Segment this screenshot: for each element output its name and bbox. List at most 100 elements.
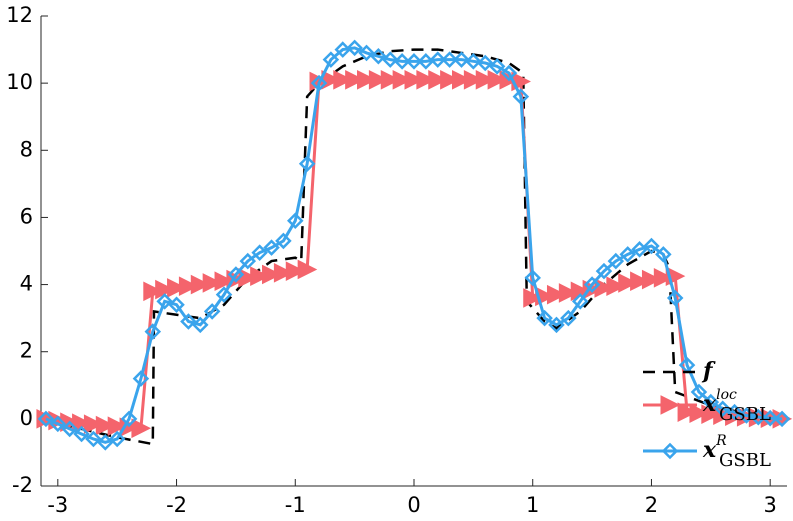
marker	[677, 402, 698, 422]
marker	[167, 278, 187, 298]
marker	[120, 410, 138, 428]
x-tick-label: -1	[285, 493, 306, 517]
marker	[180, 313, 197, 330]
marker	[606, 276, 626, 297]
legend-name: f	[701, 358, 716, 384]
marker	[619, 246, 636, 263]
marker	[690, 383, 708, 401]
marker	[251, 244, 268, 261]
marker	[441, 51, 458, 68]
marker	[738, 407, 755, 424]
marker	[381, 51, 399, 68]
x-tick-label: 0	[407, 493, 420, 517]
marker	[571, 293, 589, 310]
marker	[630, 271, 650, 292]
marker	[322, 51, 340, 68]
marker	[262, 264, 282, 285]
marker	[666, 289, 684, 307]
marker	[297, 259, 318, 280]
marker	[404, 69, 425, 90]
marker	[405, 53, 423, 70]
marker	[368, 69, 389, 90]
marker	[357, 69, 377, 90]
marker	[655, 246, 672, 263]
marker	[523, 288, 543, 308]
marker	[298, 155, 316, 172]
marker	[37, 410, 55, 428]
legend-superscript: R	[715, 433, 727, 449]
marker	[275, 232, 292, 250]
marker	[178, 276, 199, 297]
legend-label: xloc GSBL	[702, 387, 771, 425]
series-line	[45, 46, 783, 444]
marker	[726, 403, 743, 421]
legend-label: f	[701, 358, 716, 384]
marker	[333, 69, 353, 90]
marker	[465, 53, 482, 70]
legend-superscript: loc	[716, 387, 737, 403]
marker	[440, 69, 460, 90]
marker	[428, 69, 448, 90]
marker	[310, 74, 328, 92]
marker	[85, 430, 102, 448]
y-tick-label: 12	[6, 3, 33, 27]
y-tick-label: 4	[20, 272, 33, 296]
marker	[49, 415, 67, 433]
marker	[273, 263, 294, 283]
marker	[653, 268, 674, 288]
marker	[346, 39, 363, 57]
legend-subscript: GSBL	[719, 404, 771, 425]
marker	[119, 417, 140, 438]
marker	[143, 281, 163, 302]
x-tick-label: 1	[526, 493, 539, 517]
legend-name: x	[702, 391, 717, 417]
marker	[393, 53, 411, 70]
marker	[487, 69, 508, 90]
marker	[190, 274, 211, 295]
legend-marker	[661, 442, 679, 460]
marker	[345, 69, 365, 90]
marker	[156, 293, 173, 310]
marker	[227, 266, 245, 283]
marker	[476, 54, 494, 72]
marker	[631, 241, 648, 258]
marker	[714, 400, 731, 418]
marker	[192, 316, 209, 334]
marker	[144, 323, 162, 340]
y-tick-label: 0	[20, 406, 33, 430]
marker	[97, 434, 114, 451]
marker	[689, 403, 710, 423]
y-tick-label: 6	[20, 204, 33, 228]
marker	[287, 212, 304, 230]
marker	[370, 48, 387, 65]
marker	[475, 69, 496, 90]
marker	[583, 276, 601, 293]
marker	[380, 69, 401, 90]
marker	[463, 69, 484, 90]
x-tick-label: 3	[764, 493, 777, 517]
legend-marker	[660, 395, 681, 415]
marker	[773, 410, 791, 428]
marker	[83, 414, 104, 435]
marker	[239, 252, 257, 270]
marker	[203, 303, 221, 320]
marker	[451, 69, 472, 90]
marker	[73, 425, 90, 443]
y-tick-label: -2	[12, 473, 33, 497]
marker	[702, 393, 720, 411]
marker	[558, 283, 579, 303]
marker	[750, 408, 767, 426]
marker	[168, 296, 185, 313]
x-tick-label: -3	[47, 493, 68, 517]
y-tick-label: 8	[20, 137, 33, 161]
y-tick-label: 10	[6, 70, 33, 94]
marker	[524, 269, 541, 287]
marker	[546, 284, 567, 305]
legend-name: x	[702, 437, 717, 463]
marker	[453, 51, 470, 68]
marker	[250, 266, 270, 286]
marker	[607, 252, 625, 270]
legend-subscript: GSBL	[719, 450, 771, 471]
marker	[618, 273, 638, 293]
x-tick-label: 2	[645, 493, 658, 517]
